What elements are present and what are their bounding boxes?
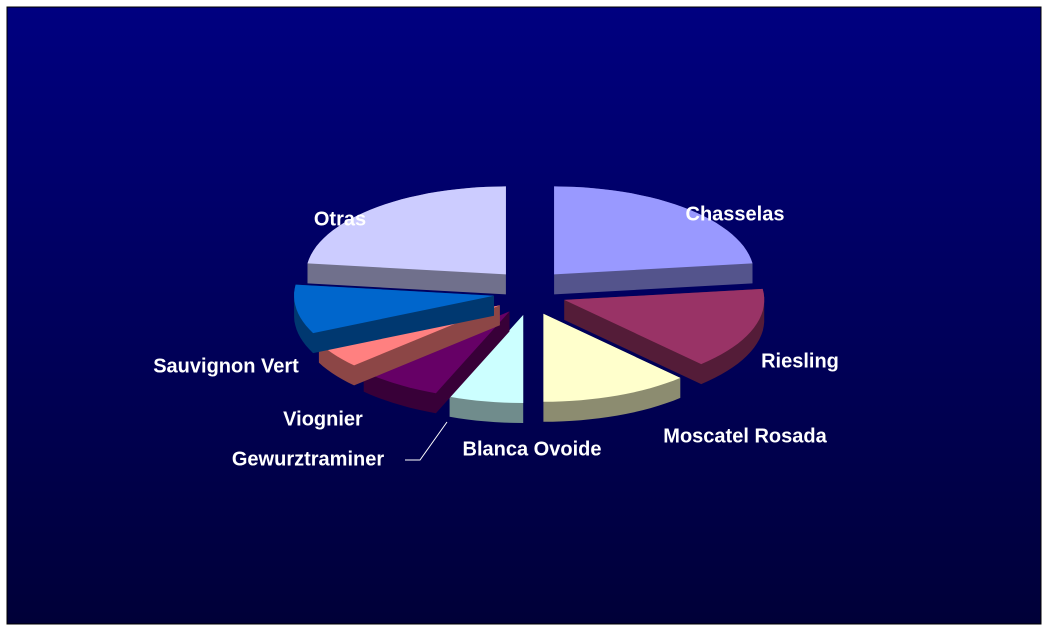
pie-slice <box>307 186 506 295</box>
slice-top <box>564 288 765 365</box>
slice-label: Moscatel Rosada <box>663 425 827 447</box>
pie-slice <box>564 288 765 385</box>
plot-background <box>6 6 1042 625</box>
slice-label: Chasselas <box>686 203 785 225</box>
slice-label: Viognier <box>283 408 363 430</box>
pie-slice <box>543 313 681 422</box>
pie-slice <box>294 284 494 354</box>
slice-label: Blanca Ovoide <box>463 438 602 460</box>
slice-side <box>318 305 500 386</box>
slice-top <box>449 315 524 403</box>
leader-line <box>405 421 448 461</box>
slice-label: Sauvignon Vert <box>153 355 299 377</box>
pie-slice <box>449 315 524 423</box>
slice-top <box>543 313 681 402</box>
pie-slice <box>554 186 753 295</box>
slice-label: Riesling <box>761 350 839 372</box>
slice-top <box>294 284 494 334</box>
slice-label: Otras <box>314 208 366 230</box>
slice-top <box>554 186 753 275</box>
slice-label: Gewurztraminer <box>232 448 384 470</box>
slice-top <box>307 186 506 275</box>
